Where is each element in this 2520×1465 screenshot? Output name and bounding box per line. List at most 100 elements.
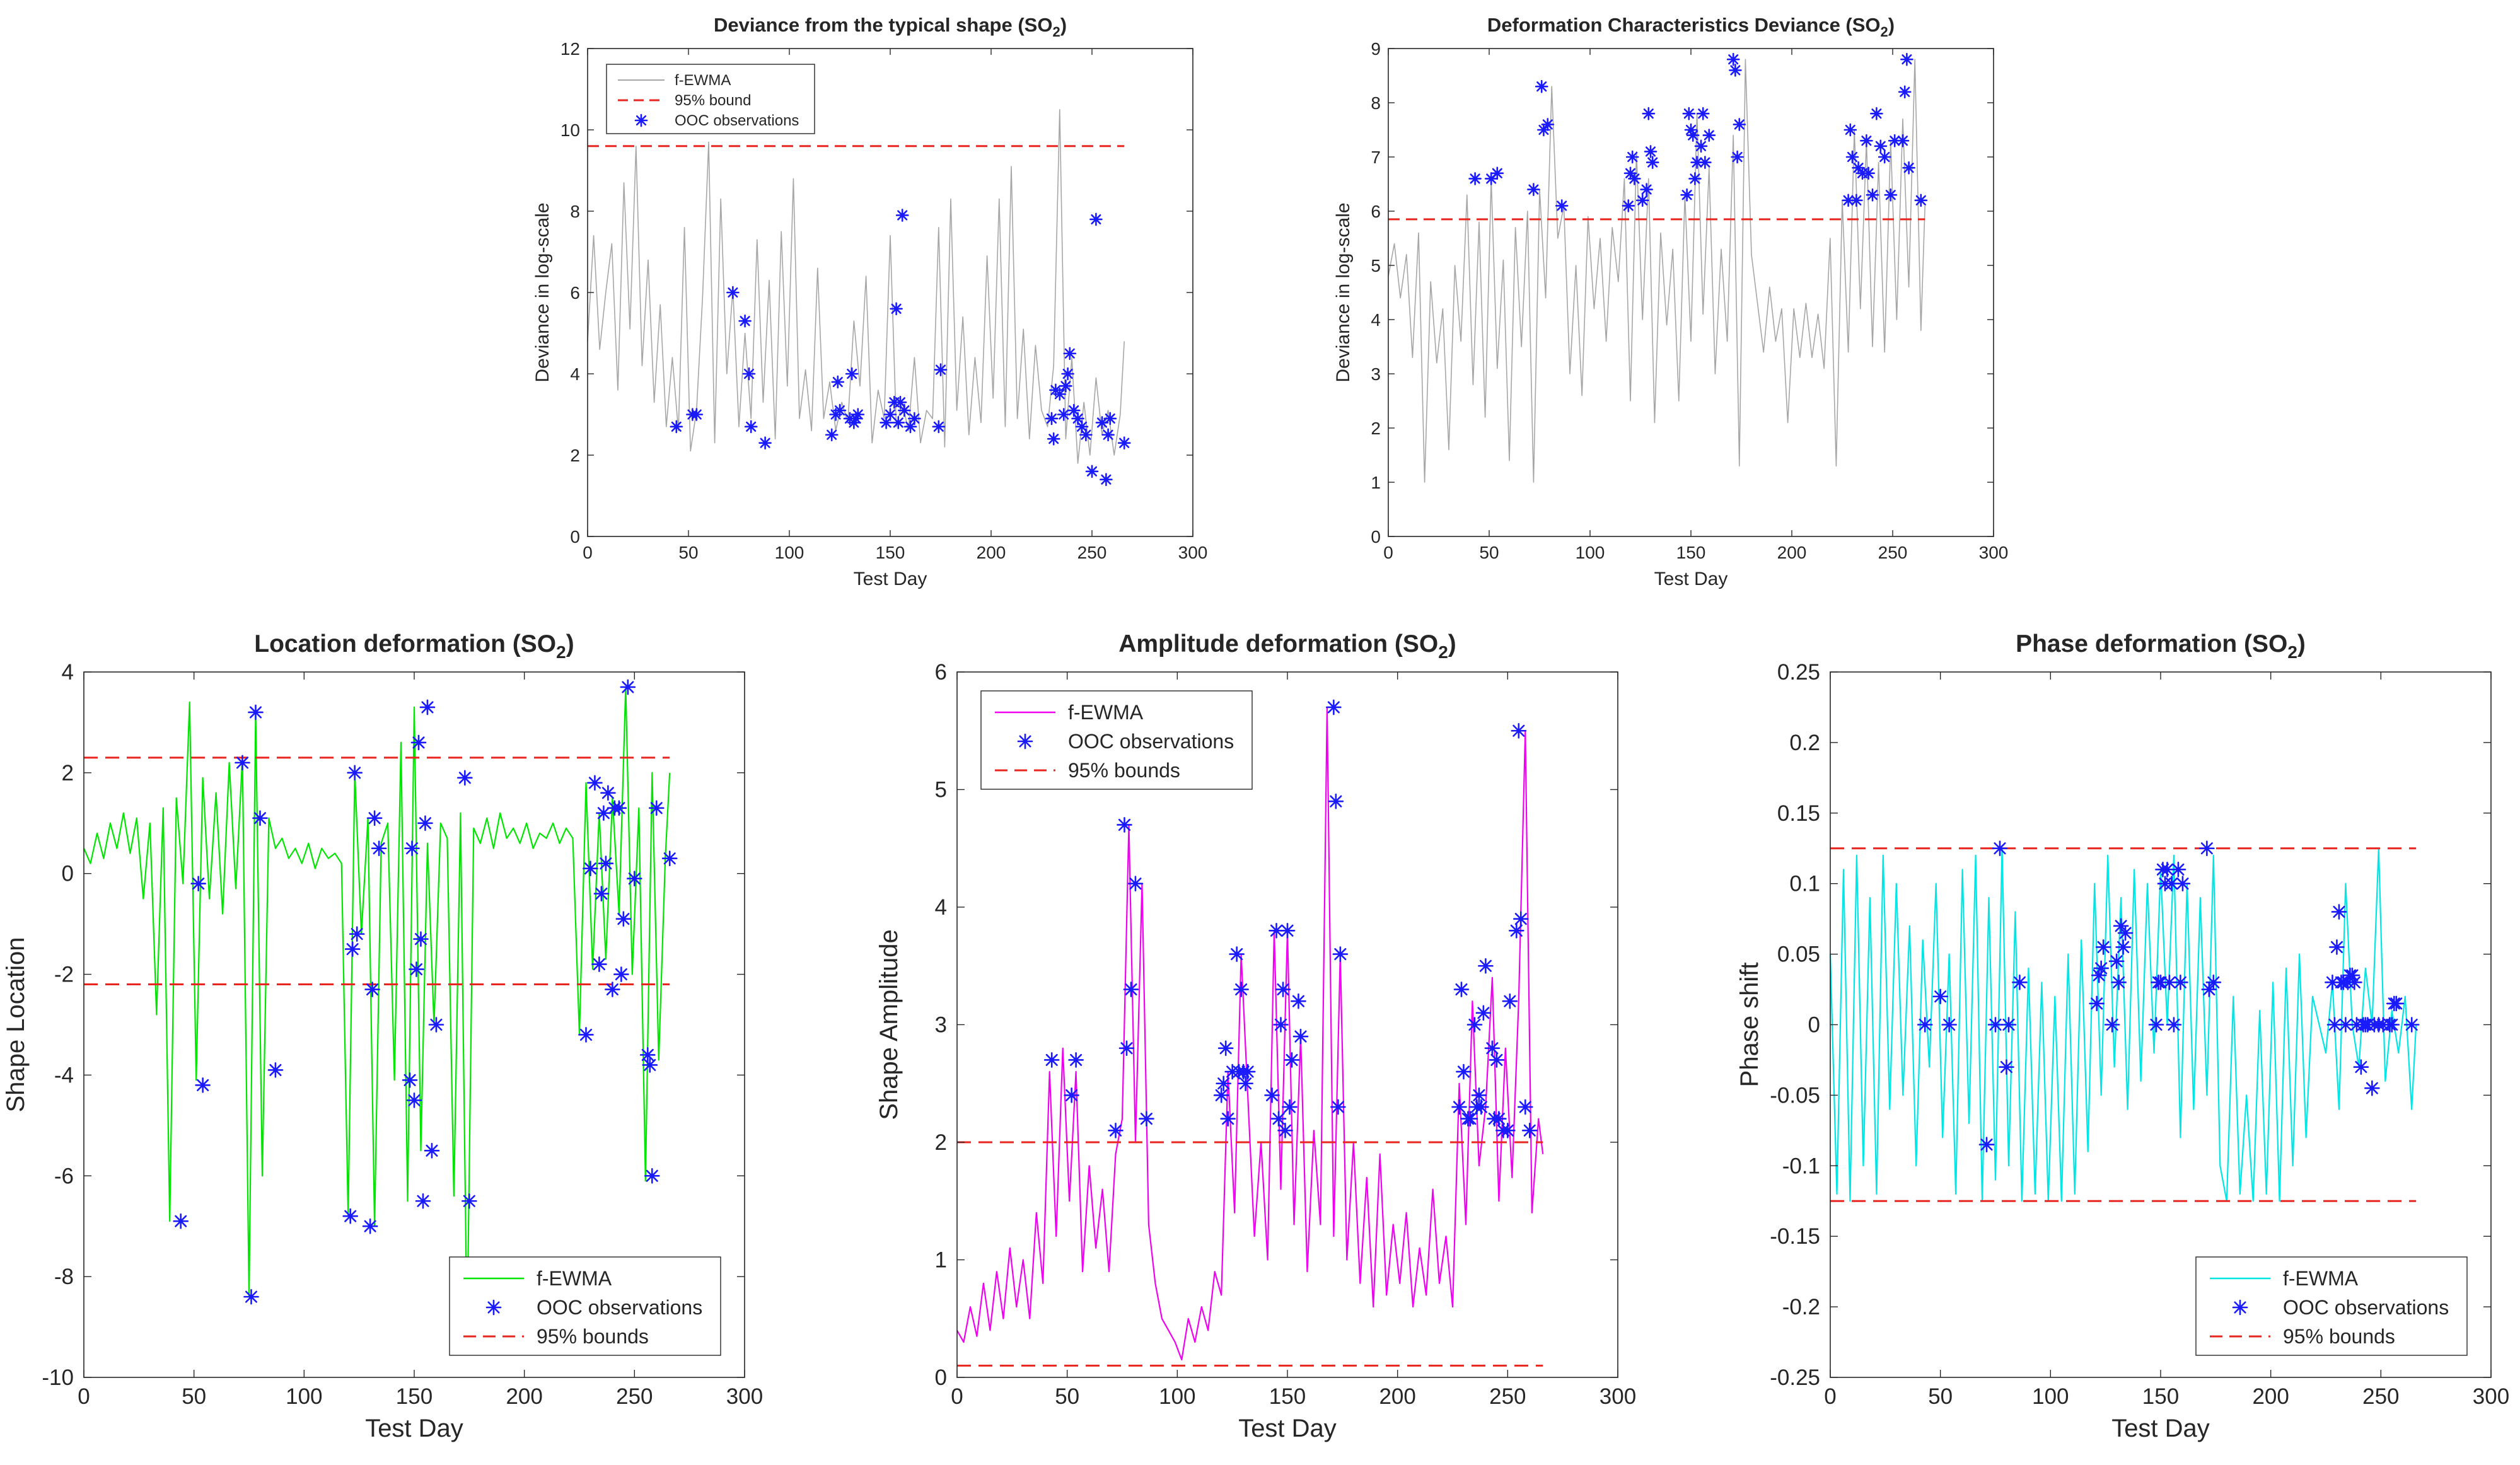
ooc-marker: [587, 775, 603, 791]
ooc-marker: [1264, 1087, 1280, 1103]
ooc-marker: [1275, 981, 1291, 997]
ooc-marker: [670, 420, 683, 434]
y-tick-label: -2: [54, 963, 74, 987]
ooc-marker: [2326, 1017, 2343, 1033]
series-line: [1829, 847, 2417, 1202]
y-tick-label: -0.15: [1770, 1224, 1820, 1249]
ooc-marker: [2347, 975, 2362, 990]
ooc-marker: [1625, 150, 1639, 164]
ooc-marker: [1059, 379, 1072, 393]
ooc-marker: [627, 871, 642, 887]
ooc-marker: [235, 755, 250, 771]
ooc-marker: [366, 810, 383, 826]
x-tick-label: 0: [583, 543, 593, 562]
chart-amplitude: 0 50 100 150 200 250 300 0 1 2 3 4 5 6 Test Day Shape A…: [875, 630, 1636, 1442]
ooc-marker: [1878, 150, 1891, 164]
legend-label: OOC observations: [1068, 730, 1234, 753]
ooc-marker: [428, 1017, 444, 1033]
ooc-marker: [462, 1193, 477, 1209]
legend-label: 95% bounds: [1068, 759, 1180, 782]
ooc-marker: [2117, 925, 2134, 941]
y-tick-label: 4: [1371, 310, 1381, 330]
ooc-marker: [880, 416, 893, 429]
y-tick-label: 2: [570, 446, 580, 465]
ooc-marker: [1101, 428, 1115, 442]
ooc-marker: [891, 416, 905, 429]
x-tick-label: 100: [2032, 1384, 2069, 1409]
ooc-marker: [2170, 862, 2186, 877]
ooc-marker: [1095, 416, 1109, 429]
chart-title-subscript: 2: [1881, 24, 1888, 40]
ooc-marker: [1478, 958, 1494, 974]
x-tick-label: 50: [1479, 543, 1499, 562]
y-tick-label: 10: [560, 120, 580, 140]
chart-title-main: Deviance from the typical shape (SO: [714, 14, 1053, 36]
y-tick-label: 4: [62, 660, 74, 685]
ooc-marker: [1068, 1052, 1084, 1068]
legend-label: f-EWMA: [675, 72, 731, 89]
ooc-marker: [1914, 194, 1928, 207]
y-tick-label: 8: [570, 202, 580, 221]
ooc-marker: [847, 416, 861, 429]
ooc-marker: [883, 408, 897, 421]
ooc-marker: [1541, 118, 1555, 131]
ooc-marker: [2175, 876, 2191, 891]
ooc-marker: [1085, 465, 1099, 478]
y-tick-label: 4: [570, 364, 580, 384]
x-tick-label: 150: [396, 1384, 433, 1409]
ooc-marker: [371, 840, 387, 857]
x-tick-label: 100: [286, 1384, 322, 1409]
y-axis-label: Phase shift: [1736, 963, 1763, 1087]
ooc-marker: [2108, 953, 2125, 970]
ooc-marker: [1628, 172, 1641, 185]
legend-marker-sample: [1017, 733, 1033, 750]
ooc-marker: [2091, 967, 2107, 983]
y-tick-label: 5: [935, 778, 947, 802]
x-tick-label: 100: [1576, 543, 1605, 562]
ooc-marker: [2111, 975, 2127, 990]
ooc-marker: [1277, 1123, 1293, 1138]
x-axis-label: Test Day: [2111, 1415, 2210, 1442]
ooc-marker: [1100, 473, 1113, 486]
x-axis-label: Test Day: [1238, 1415, 1337, 1442]
ooc-marker: [1451, 1099, 1467, 1115]
ooc-marker: [1513, 911, 1529, 927]
x-tick-label: 250: [1878, 543, 1908, 562]
x-tick-label: 0: [1383, 543, 1393, 562]
ooc-marker: [1075, 420, 1089, 434]
y-tick-label: 3: [1371, 364, 1381, 384]
legend-label: OOC observations: [537, 1296, 702, 1319]
ooc-marker: [849, 412, 862, 426]
chart-title-tail: ): [566, 630, 574, 657]
ooc-marker: [2325, 975, 2340, 990]
legend-marker-sample: [2232, 1299, 2248, 1316]
ooc-marker: [1555, 199, 1569, 212]
y-tick-label: -10: [42, 1365, 74, 1390]
chart-title-subscript: 2: [556, 642, 566, 662]
x-tick-label: 300: [1600, 1384, 1636, 1409]
y-tick-label: 2: [62, 761, 74, 785]
ooc-marker: [890, 302, 903, 316]
ooc-marker: [1726, 52, 1740, 66]
ooc-marker: [195, 1077, 211, 1093]
ooc-marker: [1866, 188, 1879, 202]
ooc-marker: [600, 785, 616, 801]
x-tick-label: 200: [1777, 543, 1807, 562]
ooc-marker: [1644, 145, 1658, 158]
ooc-marker: [1291, 993, 1306, 1009]
legend: f-EWMA OOC observations 95% bounds: [980, 690, 1253, 790]
ooc-marker: [1484, 172, 1498, 185]
ooc-marker: [2403, 1017, 2420, 1033]
ooc-marker: [1733, 118, 1746, 131]
ooc-marker: [1273, 1017, 1289, 1033]
ooc-marker: [1292, 1028, 1309, 1045]
ooc-marker: [1690, 156, 1704, 169]
ooc-marker: [620, 679, 636, 695]
legend-marker-sample: [634, 113, 648, 127]
ooc-marker: [1063, 347, 1077, 361]
ooc-marker: [1686, 129, 1700, 142]
ooc-marker: [364, 981, 380, 997]
y-tick-label: 6: [570, 283, 580, 303]
legend-label: OOC observations: [2283, 1296, 2449, 1319]
ooc-marker: [1646, 156, 1659, 169]
